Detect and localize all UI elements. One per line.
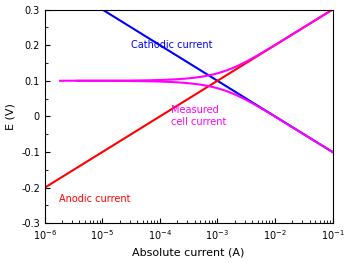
Y-axis label: E (V): E (V) xyxy=(6,103,15,130)
Text: Anodic current: Anodic current xyxy=(59,194,131,204)
X-axis label: Absolute current (A): Absolute current (A) xyxy=(133,247,245,257)
Text: Cathodic current: Cathodic current xyxy=(131,40,213,50)
Text: Measured
cell current: Measured cell current xyxy=(172,105,227,127)
